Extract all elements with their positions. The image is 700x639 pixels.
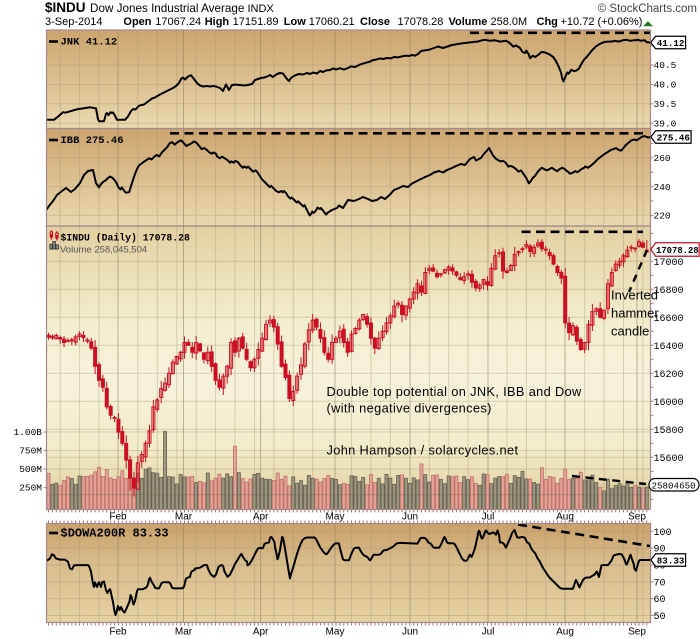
svg-text:(with negative divergences): (with negative divergences) — [327, 401, 492, 416]
svg-text:16800: 16800 — [654, 286, 684, 297]
svg-text:100: 100 — [654, 528, 672, 539]
svg-text:Sep: Sep — [628, 627, 646, 638]
svg-text:41.12: 41.12 — [657, 38, 685, 49]
svg-text:500M: 500M — [19, 464, 42, 475]
svg-text:$INDU (Daily) 17078.28: $INDU (Daily) 17078.28 — [61, 233, 190, 244]
svg-text:15600: 15600 — [654, 454, 684, 465]
svg-text:Jun: Jun — [402, 627, 418, 638]
svg-text:Jul: Jul — [482, 512, 495, 523]
svg-text:$DOWA200R 83.33: $DOWA200R 83.33 — [61, 527, 169, 541]
svg-text:1.00B: 1.00B — [13, 427, 42, 438]
svg-text:Feb: Feb — [109, 512, 127, 523]
svg-text:250M: 250M — [19, 483, 42, 494]
svg-text:50: 50 — [654, 612, 666, 623]
svg-text:70: 70 — [654, 578, 666, 589]
svg-text:220: 220 — [654, 211, 671, 222]
svg-text:Feb: Feb — [109, 627, 127, 638]
svg-text:80: 80 — [654, 561, 666, 572]
svg-text:hammer: hammer — [611, 306, 659, 321]
svg-text:90: 90 — [654, 545, 666, 556]
svg-text:750M: 750M — [19, 446, 42, 457]
svg-text:260: 260 — [654, 153, 671, 164]
svg-text:John Hampson / solarcycles.net: John Hampson / solarcycles.net — [327, 443, 519, 458]
svg-text:© StockCharts.com: © StockCharts.com — [598, 3, 697, 15]
svg-text:Sep: Sep — [628, 512, 646, 523]
svg-text:Volume 258,045,504: Volume 258,045,504 — [60, 245, 147, 256]
svg-text:$INDU: $INDU — [45, 0, 86, 15]
svg-text:Jun: Jun — [402, 512, 418, 523]
svg-text:Apr: Apr — [253, 627, 269, 638]
svg-text:Jul: Jul — [482, 627, 495, 638]
svg-text:15800: 15800 — [654, 426, 684, 437]
svg-text:May: May — [326, 627, 345, 638]
svg-text:16000: 16000 — [654, 398, 684, 409]
svg-text:40.0: 40.0 — [654, 80, 677, 91]
svg-text:Mar: Mar — [175, 512, 193, 523]
svg-text:16200: 16200 — [654, 370, 684, 381]
svg-text:17078.28: 17078.28 — [656, 246, 699, 256]
svg-text:Mar: Mar — [175, 627, 193, 638]
svg-text:39.5: 39.5 — [654, 99, 677, 110]
svg-text:IBB 275.46: IBB 275.46 — [61, 135, 124, 147]
svg-text:Double top potential on JNK, I: Double top potential on JNK, IBB and Dow — [327, 384, 583, 399]
svg-text:Inverted: Inverted — [611, 288, 658, 303]
svg-text:Apr: Apr — [253, 512, 269, 523]
svg-text:25804650: 25804650 — [652, 480, 696, 491]
svg-text:Aug: Aug — [556, 627, 574, 638]
svg-text:83.33: 83.33 — [657, 555, 685, 566]
svg-text:39.0: 39.0 — [654, 118, 677, 129]
svg-text:240: 240 — [654, 182, 671, 193]
svg-text:candle: candle — [611, 324, 649, 339]
svg-text:JNK 41.12: JNK 41.12 — [61, 37, 118, 49]
svg-text:Aug: Aug — [556, 512, 574, 523]
svg-text:60: 60 — [654, 595, 666, 606]
svg-text:INDX: INDX — [248, 3, 275, 15]
svg-text:16400: 16400 — [654, 342, 684, 353]
svg-text:17000: 17000 — [654, 258, 684, 269]
svg-text:40.5: 40.5 — [654, 60, 677, 71]
svg-text:May: May — [326, 512, 345, 523]
svg-text:16600: 16600 — [654, 314, 684, 325]
svg-text:Dow Jones Industrial Average: Dow Jones Industrial Average — [90, 2, 244, 15]
svg-text:275.46: 275.46 — [657, 132, 690, 143]
